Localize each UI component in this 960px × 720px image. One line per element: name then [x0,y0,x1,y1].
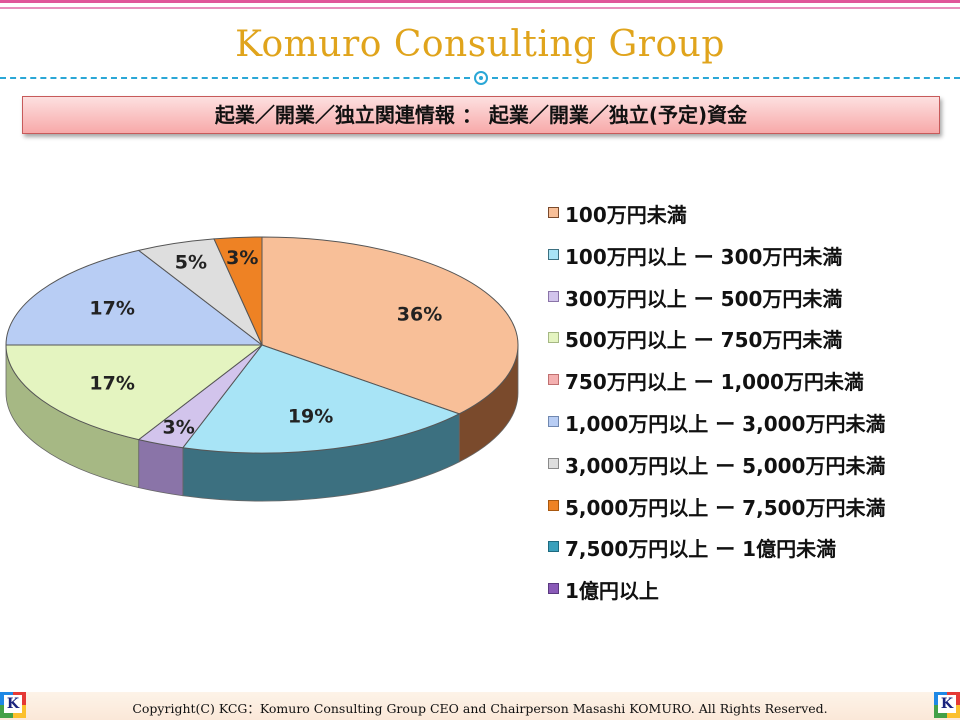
data-label-5: 17% [89,298,134,320]
legend-swatch [548,332,559,344]
legend-item: 500万円以上 ー 750万円未満 [548,324,885,366]
copyright-text: Copyright(C) KCG：Komuro Consulting Group… [132,701,828,716]
legend-label: 1,000万円以上 ー 3,000万円未満 [565,411,886,436]
dashed-divider-left [0,77,470,79]
pie-side-2 [138,439,184,497]
legend-item: 750万円以上 ー 1,000万円未満 [548,366,885,408]
legend-swatch [548,290,559,302]
legend-swatch [548,499,559,511]
legend-item: 3,000万円以上 ー 5,000万円未満 [548,450,885,492]
section-banner: 起業／開業／独立関連情報 ： 起業／開業／独立(予定)資金 [22,96,940,134]
kcg-logo-left-icon: K [0,692,26,718]
pie-top-faces [5,236,519,454]
legend-swatch [548,457,559,469]
pie-slice-3 [5,344,264,441]
pie-slice-5 [5,249,264,346]
legend-swatch [548,207,559,218]
legend-item: 300万円以上 ー 500万円未満 [548,283,885,325]
data-label-3: 17% [89,372,134,394]
top-accent-line [0,0,960,3]
top-accent-line-secondary [0,7,960,9]
legend-swatch [548,374,559,386]
legend-label: 100万円以上 ー 300万円未満 [565,244,843,269]
legend-item: 100万円以上 ー 300万円未満 [548,241,885,283]
legend-swatch [548,541,559,553]
data-label-1: 19% [288,406,333,428]
legend-label: 100万円未満 [565,203,687,227]
footer-bar [0,692,960,720]
legend-item: 7,500万円以上 ー 1億円未満 [548,533,885,575]
legend-label: 7,500万円以上 ー 1億円未満 [565,537,837,562]
legend-label: 3,000万円以上 ー 5,000万円未満 [565,453,886,478]
legend-swatch [548,415,559,427]
divider-ornament-icon [474,71,488,85]
legend-item: 100万円未満 [548,199,885,241]
data-label-2: 3% [162,416,194,438]
brand-title: Komuro Consulting Group [235,24,725,65]
legend-item: 1,000万円以上 ー 3,000万円未満 [548,408,885,450]
pie-data-labels: 36% 19% 3% 17% 17% 5% 3% [89,247,442,438]
legend-label: 5,000万円以上 ー 7,500万円未満 [565,495,886,520]
legend-swatch [548,583,559,595]
legend-label: 300万円以上 ー 500万円未満 [565,286,843,311]
data-label-7: 3% [226,247,258,269]
pie-slice-7 [213,236,263,346]
dashed-divider-right [492,77,960,79]
legend-label: 750万円以上 ー 1,000万円未満 [565,370,864,395]
chart-legend: 100万円未満 100万円以上 ー 300万円未満 300万円以上 ー 500万円未… [548,199,885,617]
data-label-0: 36% [397,304,442,326]
legend-item: 5,000万円以上 ー 7,500万円未満 [548,492,885,534]
legend-item: 1億円以上 [548,575,885,617]
pie-slice-0 [261,236,519,415]
kcg-logo-right-icon: K [934,692,960,718]
data-label-6: 5% [175,252,207,274]
legend-label: 500万円以上 ー 750万円未満 [565,328,843,353]
legend-swatch [548,248,559,260]
legend-label: 1億円以上 [565,579,659,604]
pie-slice-1 [181,344,461,454]
